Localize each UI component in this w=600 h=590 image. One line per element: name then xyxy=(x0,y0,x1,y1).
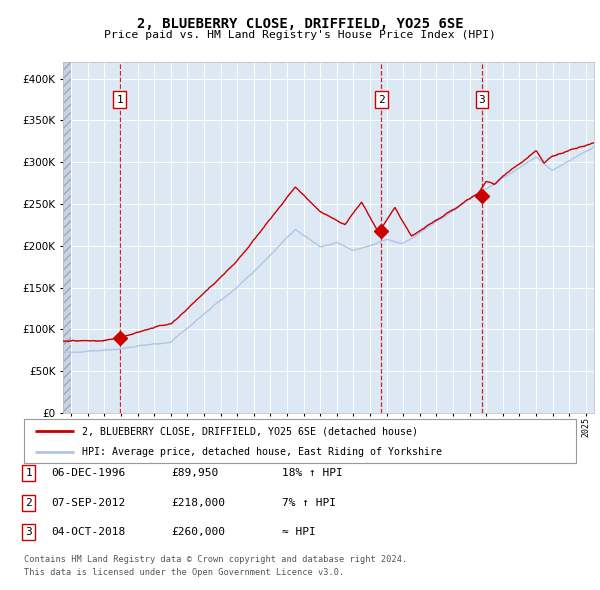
Text: £260,000: £260,000 xyxy=(171,527,225,537)
Text: 04-OCT-2018: 04-OCT-2018 xyxy=(51,527,125,537)
Text: HPI: Average price, detached house, East Riding of Yorkshire: HPI: Average price, detached house, East… xyxy=(82,447,442,457)
Text: This data is licensed under the Open Government Licence v3.0.: This data is licensed under the Open Gov… xyxy=(24,568,344,576)
Text: 07-SEP-2012: 07-SEP-2012 xyxy=(51,498,125,507)
Text: 2, BLUEBERRY CLOSE, DRIFFIELD, YO25 6SE (detached house): 2, BLUEBERRY CLOSE, DRIFFIELD, YO25 6SE … xyxy=(82,427,418,436)
Text: 2: 2 xyxy=(25,498,32,507)
Text: 3: 3 xyxy=(25,527,32,537)
Text: ≈ HPI: ≈ HPI xyxy=(282,527,316,537)
Text: Price paid vs. HM Land Registry's House Price Index (HPI): Price paid vs. HM Land Registry's House … xyxy=(104,30,496,40)
Text: £218,000: £218,000 xyxy=(171,498,225,507)
Text: £89,950: £89,950 xyxy=(171,468,218,478)
Text: 18% ↑ HPI: 18% ↑ HPI xyxy=(282,468,343,478)
Text: 2, BLUEBERRY CLOSE, DRIFFIELD, YO25 6SE: 2, BLUEBERRY CLOSE, DRIFFIELD, YO25 6SE xyxy=(137,17,463,31)
Text: 3: 3 xyxy=(479,94,485,104)
Text: 1: 1 xyxy=(116,94,123,104)
Text: 7% ↑ HPI: 7% ↑ HPI xyxy=(282,498,336,507)
FancyBboxPatch shape xyxy=(24,419,576,463)
Text: 2: 2 xyxy=(378,94,385,104)
Text: Contains HM Land Registry data © Crown copyright and database right 2024.: Contains HM Land Registry data © Crown c… xyxy=(24,555,407,563)
Text: 06-DEC-1996: 06-DEC-1996 xyxy=(51,468,125,478)
Text: 1: 1 xyxy=(25,468,32,478)
